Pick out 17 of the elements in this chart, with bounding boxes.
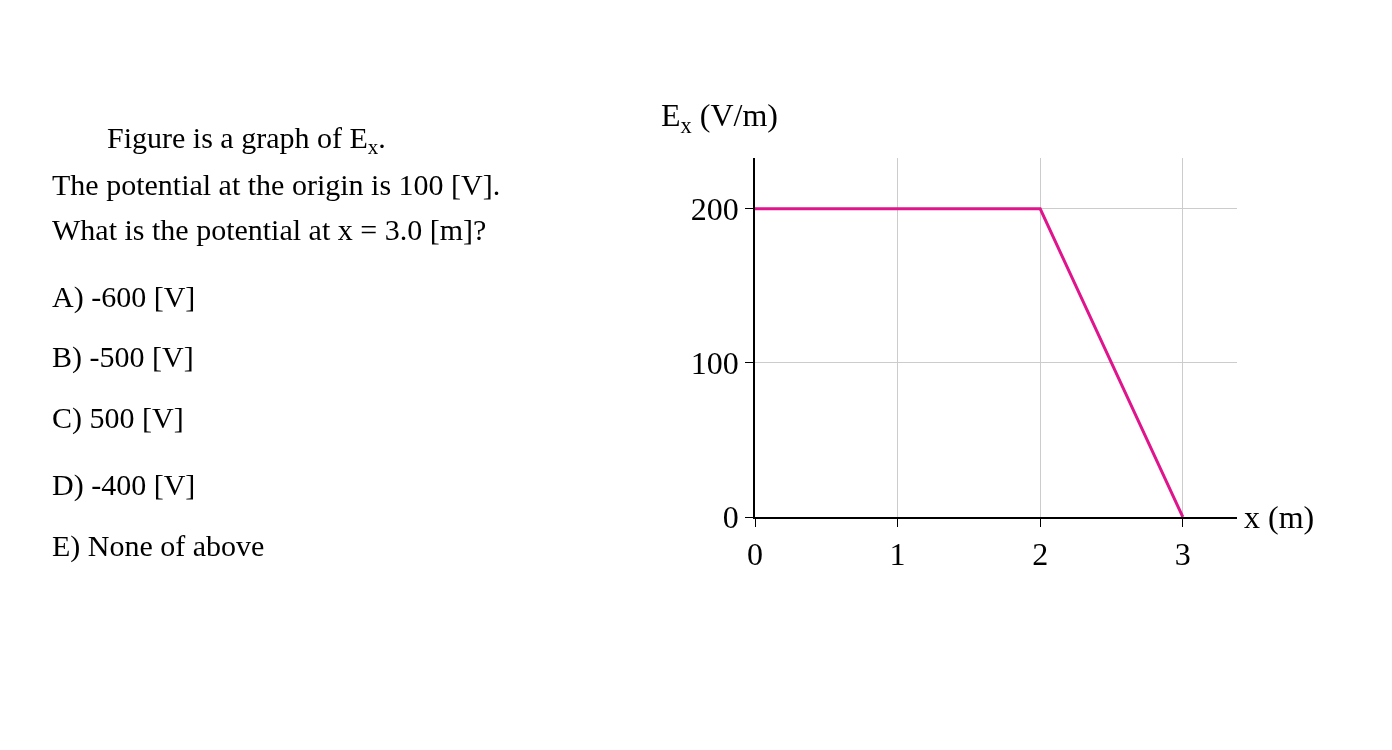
y-tick-label: 100 [690, 345, 739, 382]
x-tick-label: 1 [889, 536, 906, 573]
y-tick-label: 0 [722, 499, 739, 536]
text: D) -400 [V] [52, 468, 196, 502]
text: Figure is a graph of E$_{x}$. [107, 121, 386, 160]
text: E) None of above [52, 529, 265, 563]
text: A) -600 [V] [52, 280, 196, 314]
text: What is the potential at x = 3.0 [m]? [52, 213, 487, 246]
x-tick-label: 0 [747, 536, 763, 573]
y-axis-title: E$_{x}$ (V/m) [661, 97, 778, 138]
text: B) -500 [V] [52, 340, 194, 374]
text: C) 500 [V] [52, 401, 184, 435]
x-tick-label: 3 [1174, 536, 1191, 573]
x-tick-label: 2 [1032, 536, 1049, 573]
text: The potential at the origin is 100 [V]. [52, 168, 501, 201]
x-axis-title: x (m) [1244, 499, 1315, 535]
y-tick-label: 200 [690, 191, 739, 228]
